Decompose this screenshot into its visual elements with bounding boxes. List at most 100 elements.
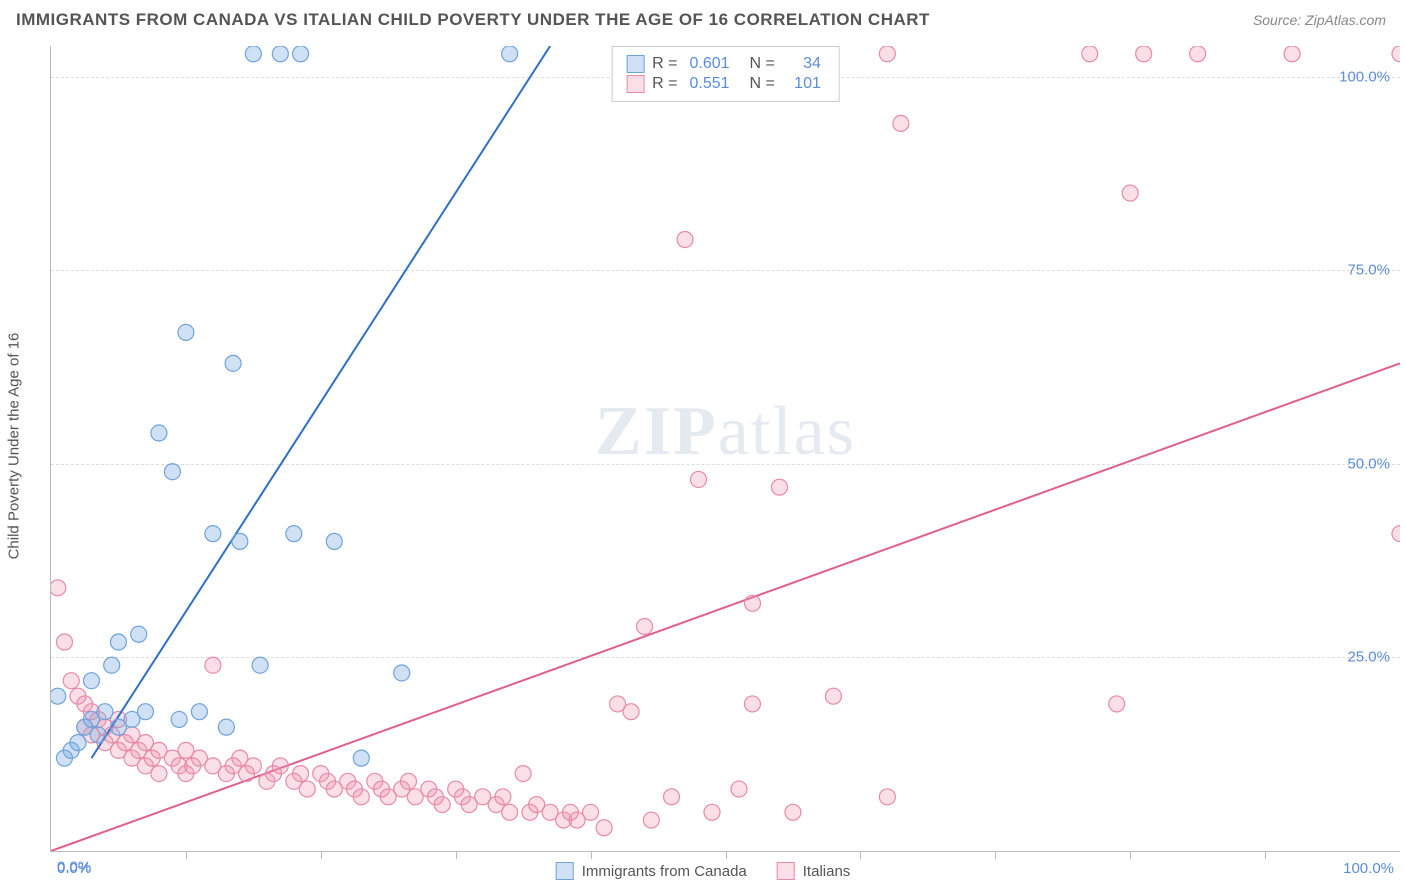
x-tick xyxy=(591,851,592,859)
data-point xyxy=(502,46,518,62)
x-tick xyxy=(1265,851,1266,859)
data-point xyxy=(879,46,895,62)
data-point xyxy=(137,704,153,720)
data-point xyxy=(171,711,187,727)
legend-row-canada: R = 0.601 N = 34 xyxy=(626,55,825,73)
data-point xyxy=(1392,526,1400,542)
trendline xyxy=(91,46,550,758)
n-label: N = xyxy=(750,75,775,93)
data-point xyxy=(1109,696,1125,712)
data-point xyxy=(879,789,895,805)
x-tick xyxy=(860,851,861,859)
data-point xyxy=(70,735,86,751)
data-point xyxy=(272,46,288,62)
data-point xyxy=(272,758,288,774)
data-point xyxy=(643,812,659,828)
data-point xyxy=(131,626,147,642)
data-point xyxy=(353,750,369,766)
data-point xyxy=(164,464,180,480)
legend-item-canada: Immigrants from Canada xyxy=(556,862,747,880)
data-point xyxy=(51,688,66,704)
data-point xyxy=(785,804,801,820)
legend-label-italians: Italians xyxy=(803,863,851,880)
data-point xyxy=(151,425,167,441)
data-point xyxy=(495,789,511,805)
data-point xyxy=(225,355,241,371)
legend-swatch-canada xyxy=(626,55,644,73)
data-point xyxy=(151,766,167,782)
data-point xyxy=(691,471,707,487)
x-axis-label-right: 100.0% xyxy=(1343,860,1394,877)
data-point xyxy=(205,657,221,673)
data-point xyxy=(1190,46,1206,62)
x-tick xyxy=(726,851,727,859)
data-point xyxy=(893,115,909,131)
data-point xyxy=(90,727,106,743)
data-point xyxy=(104,657,120,673)
data-point xyxy=(664,789,680,805)
data-point xyxy=(232,533,248,549)
legend-swatch-italians xyxy=(626,75,644,93)
data-point xyxy=(677,232,693,248)
data-point xyxy=(502,804,518,820)
data-point xyxy=(515,766,531,782)
data-point xyxy=(1284,46,1300,62)
n-value-italians: 101 xyxy=(787,75,821,93)
n-value-canada: 34 xyxy=(787,55,821,73)
r-label: R = xyxy=(652,75,677,93)
legend-swatch-italians-icon xyxy=(777,862,795,880)
data-point xyxy=(299,781,315,797)
data-point xyxy=(434,797,450,813)
data-point xyxy=(286,526,302,542)
data-point xyxy=(218,719,234,735)
data-point xyxy=(191,704,207,720)
data-point xyxy=(293,46,309,62)
data-point xyxy=(394,665,410,681)
x-tick xyxy=(1130,851,1131,859)
data-point xyxy=(596,820,612,836)
x-axis-label-left: 0.0% xyxy=(57,860,91,877)
data-point xyxy=(245,758,261,774)
data-point xyxy=(83,673,99,689)
data-point xyxy=(51,580,66,596)
data-point xyxy=(245,46,261,62)
data-point xyxy=(56,634,72,650)
data-point xyxy=(178,324,194,340)
data-point xyxy=(1082,46,1098,62)
data-point xyxy=(293,766,309,782)
data-point xyxy=(771,479,787,495)
chart-area: ZIPatlas R = 0.601 N = 34 R = 0.551 N = … xyxy=(50,46,1400,852)
data-point xyxy=(704,804,720,820)
data-point xyxy=(353,789,369,805)
data-point xyxy=(583,804,599,820)
x-tick xyxy=(456,851,457,859)
chart-title: IMMIGRANTS FROM CANADA VS ITALIAN CHILD … xyxy=(16,10,930,30)
data-point xyxy=(97,704,113,720)
r-label: R = xyxy=(652,55,677,73)
data-point xyxy=(400,773,416,789)
correlation-legend: R = 0.601 N = 34 R = 0.551 N = 101 xyxy=(611,46,840,102)
n-label: N = xyxy=(750,55,775,73)
legend-row-italians: R = 0.551 N = 101 xyxy=(626,75,825,93)
scatter-plot xyxy=(51,46,1400,851)
data-point xyxy=(1122,185,1138,201)
x-axis-legend: Immigrants from Canada Italians xyxy=(556,862,851,880)
x-tick xyxy=(186,851,187,859)
data-point xyxy=(1136,46,1152,62)
data-point xyxy=(637,619,653,635)
data-point xyxy=(252,657,268,673)
data-point xyxy=(110,634,126,650)
data-point xyxy=(744,595,760,611)
data-point xyxy=(744,696,760,712)
data-point xyxy=(326,533,342,549)
r-value-italians: 0.551 xyxy=(689,75,729,93)
data-point xyxy=(731,781,747,797)
x-tick xyxy=(995,851,996,859)
source-label: Source: ZipAtlas.com xyxy=(1253,12,1386,28)
data-point xyxy=(825,688,841,704)
legend-label-canada: Immigrants from Canada xyxy=(582,863,747,880)
legend-swatch-canada-icon xyxy=(556,862,574,880)
r-value-canada: 0.601 xyxy=(689,55,729,73)
legend-item-italians: Italians xyxy=(777,862,851,880)
y-axis-title: Child Poverty Under the Age of 16 xyxy=(6,333,23,560)
